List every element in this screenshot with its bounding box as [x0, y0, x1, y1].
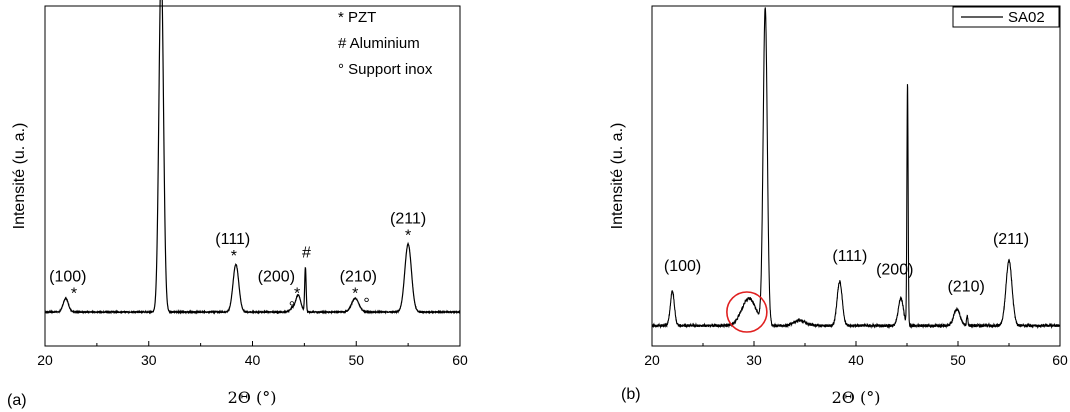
panel-a-legend: * PZT # Aluminium ° Support inox — [338, 9, 433, 78]
panel-b-x-axis-title: 2Θ (°) — [832, 388, 881, 407]
panel-a-diffractogram-line — [44, 0, 461, 315]
peak-annotation: (200) — [258, 268, 295, 285]
peak-annotation: (100) — [49, 268, 86, 285]
panel-a-annotations: (100)*(110)*(111)*(200)*°#(210)*°(211)* — [49, 211, 426, 316]
panel-a-label: (a) — [7, 392, 27, 409]
highlight-circle — [726, 291, 768, 333]
x-tick-label: 50 — [950, 352, 966, 368]
peak-annotation: * — [405, 228, 411, 245]
peak-annotation: ° — [363, 296, 369, 313]
peak-annotation: (200) — [876, 262, 913, 279]
x-tick-label: 40 — [848, 352, 864, 368]
peak-annotation: # — [302, 245, 311, 262]
x-tick-label: 40 — [245, 352, 261, 368]
panel-b-annotations: (100)(110)(111)(200)(210)(211) — [664, 231, 1029, 296]
peak-annotation: * — [352, 285, 358, 302]
peak-annotation: * — [231, 248, 237, 265]
panel-b-x-ticks: 20 30 40 50 60 — [644, 341, 1068, 368]
panel-a-y-axis-title: Intensité (u. a.) — [11, 123, 28, 230]
peak-annotation: (210) — [340, 268, 377, 285]
panel-b-frame — [651, 5, 1061, 347]
legend-box — [952, 6, 1060, 28]
panel-b-legend: SA02 — [952, 6, 1060, 28]
x-tick-label: 60 — [452, 352, 468, 368]
peak-annotation: (210) — [947, 279, 984, 296]
x-tick-label: 20 — [37, 352, 53, 368]
peak-annotation: (111) — [215, 231, 250, 248]
panel-b-diffractogram-line — [651, 7, 1061, 330]
panel-a-x-axis-title: 2Θ (°) — [228, 388, 277, 407]
peak-annotation: ° — [289, 299, 295, 316]
x-tick-label: 60 — [1052, 352, 1068, 368]
panel-b-y-axis-title: Intensité (u. a.) — [609, 123, 626, 230]
legend-support-inox: ° Support inox — [338, 61, 433, 78]
legend-pzt: * PZT — [338, 9, 376, 26]
legend-series-sa02: SA02 — [1008, 9, 1045, 26]
panel-a-x-ticks: 20 30 40 50 60 — [37, 341, 468, 368]
x-tick-label: 30 — [746, 352, 762, 368]
panel-a-frame — [44, 5, 461, 347]
peak-annotation: (100) — [664, 258, 701, 275]
x-tick-label: 50 — [348, 352, 364, 368]
peak-annotation: * — [71, 285, 77, 302]
peak-annotation: (211) — [993, 231, 1029, 248]
x-tick-label: 20 — [644, 352, 660, 368]
peak-annotation: (111) — [832, 248, 867, 265]
x-tick-label: 30 — [141, 352, 157, 368]
panel-b-label: (b) — [621, 386, 641, 403]
legend-aluminium: # Aluminium — [338, 35, 420, 52]
peak-annotation: * — [294, 285, 300, 302]
peak-annotation: (211) — [390, 211, 426, 228]
